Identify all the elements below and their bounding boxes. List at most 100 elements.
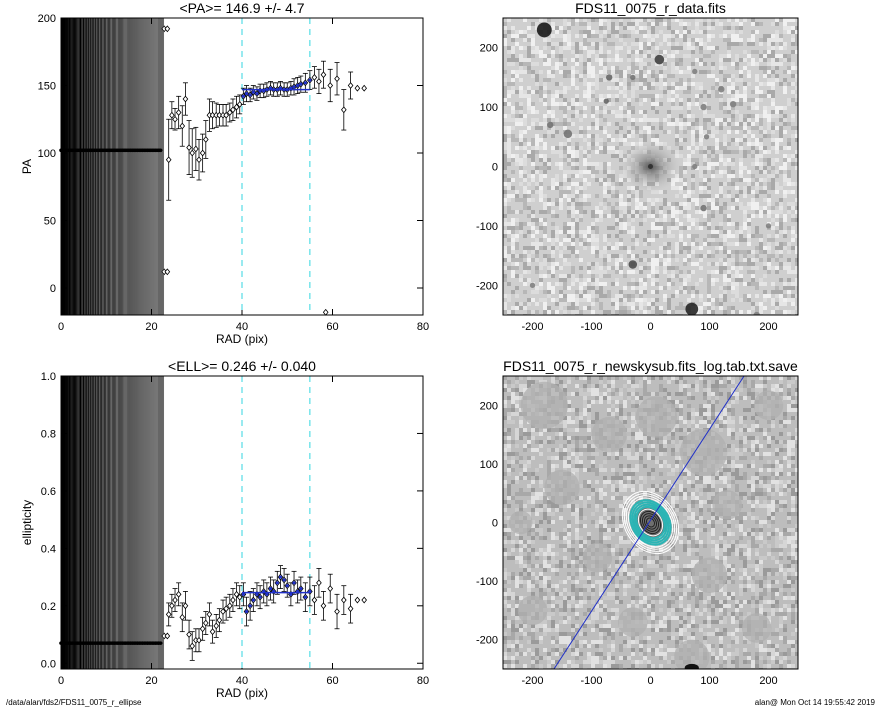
x-axis-label: RAD (pix) (216, 686, 268, 700)
image-area (503, 376, 798, 669)
inner-data-point (158, 148, 163, 153)
isophote-ellipse (629, 499, 672, 546)
x-tick-label: 20 (145, 675, 157, 687)
data-point (354, 596, 361, 604)
source (692, 68, 698, 75)
x-tick-label: 200 (759, 675, 777, 687)
data-point (226, 109, 233, 116)
fit-point (265, 87, 269, 92)
y-tick-label: 200 (480, 400, 498, 412)
fit-point (275, 581, 279, 585)
source (729, 100, 737, 108)
fit-point (251, 598, 255, 602)
mask-region (741, 613, 772, 643)
panel-3: <ELL>= 0.246 +/- 0.040 0 20 40 60 80 0.0 0.2 0.4… (20, 358, 429, 700)
source (692, 163, 698, 170)
source (765, 223, 772, 229)
isophote-ellipse (627, 497, 674, 548)
fit-point (248, 604, 252, 608)
data-point (334, 75, 340, 83)
fit-point (248, 93, 252, 97)
y-tick-label: -100 (476, 221, 498, 233)
data-point (202, 619, 209, 627)
data-point (361, 84, 367, 92)
data-point (220, 608, 226, 615)
mask-region (517, 595, 548, 626)
fit-point (241, 592, 245, 596)
source (703, 134, 710, 140)
source (654, 54, 665, 65)
y-axis-label: ellipticity (20, 500, 34, 545)
fit-point (241, 94, 245, 98)
fit-point (244, 92, 249, 96)
data-point (202, 136, 209, 143)
data-point (361, 596, 367, 604)
data-point (182, 602, 189, 610)
y-tick-label: 200 (480, 43, 498, 55)
fit-point (292, 85, 296, 89)
y-tick-label: 100 (480, 459, 498, 471)
noise-layer (503, 18, 798, 315)
data-point (165, 156, 172, 164)
mask-region (520, 381, 568, 429)
y-tick-label: 1.0 (41, 371, 56, 383)
fit-point (251, 90, 255, 94)
x-tick-label: 0 (58, 675, 64, 687)
y-tick-label: 0.8 (41, 428, 56, 440)
data-point (223, 605, 229, 613)
inner-data-point (158, 641, 163, 645)
isophote-ellipse (639, 510, 662, 535)
isophote-ellipse (623, 493, 678, 552)
source (685, 302, 699, 315)
panel-title: <ELL>= 0.246 +/- 0.040 (168, 358, 316, 374)
fit-point (289, 86, 293, 90)
data-point (233, 590, 240, 598)
source (628, 260, 638, 269)
data-point (230, 596, 236, 604)
source (718, 86, 725, 93)
fit-point (272, 87, 276, 92)
panel-1: <PA>= 146.9 +/- 4.7 0 20 40 60 80 0 50 100 150 200… (20, 0, 429, 346)
y-tick-label: -200 (476, 280, 498, 292)
mask-region (753, 390, 784, 421)
data-point (193, 145, 199, 153)
data-point (236, 100, 243, 108)
fit-point (296, 83, 300, 88)
fit-point (262, 89, 266, 93)
y-tick-label: 50 (44, 216, 56, 228)
data-point (320, 602, 327, 610)
x-tick-label: 40 (236, 321, 248, 333)
fit-point (303, 81, 307, 85)
mask-region (591, 416, 627, 453)
data-point (189, 642, 196, 650)
isophote-ellipse (643, 515, 658, 530)
y-tick-label: 0.0 (41, 658, 56, 670)
fit-point (282, 87, 286, 92)
fit-point (282, 578, 286, 582)
outlier-point (322, 308, 329, 316)
data-point (206, 610, 213, 618)
data-point (196, 636, 202, 644)
x-tick-label: 200 (759, 321, 777, 333)
y-tick-label: 0.6 (41, 486, 56, 498)
panel-2: FDS11_0075_r_data.fits -200 -100 0 100 200 -20… (476, 0, 799, 333)
galaxy-core (648, 164, 653, 169)
data-point (169, 111, 175, 119)
major-axis-line (553, 376, 745, 669)
mask-region (635, 396, 678, 438)
fit-point (244, 609, 249, 614)
y-tick-label: 100 (480, 102, 498, 114)
isophote-ellipse (631, 501, 670, 544)
x-tick-label: -200 (521, 675, 543, 687)
ellipse-group (621, 490, 680, 555)
isophote-ellipse (637, 508, 664, 537)
y-tick-label: 0.4 (41, 543, 56, 555)
fit-point (255, 92, 259, 96)
footer-right: alan@ Mon Oct 14 19:55:42 2019 (754, 698, 875, 707)
y-tick-label: 0 (50, 283, 56, 295)
y-tick-label: 100 (38, 148, 56, 160)
panel-title: <PA>= 146.9 +/- 4.7 (179, 0, 304, 16)
panel-4: FDS11_0075_r_newskysub.fits_log.tab.txt.… (476, 358, 799, 687)
data-point (179, 613, 186, 621)
